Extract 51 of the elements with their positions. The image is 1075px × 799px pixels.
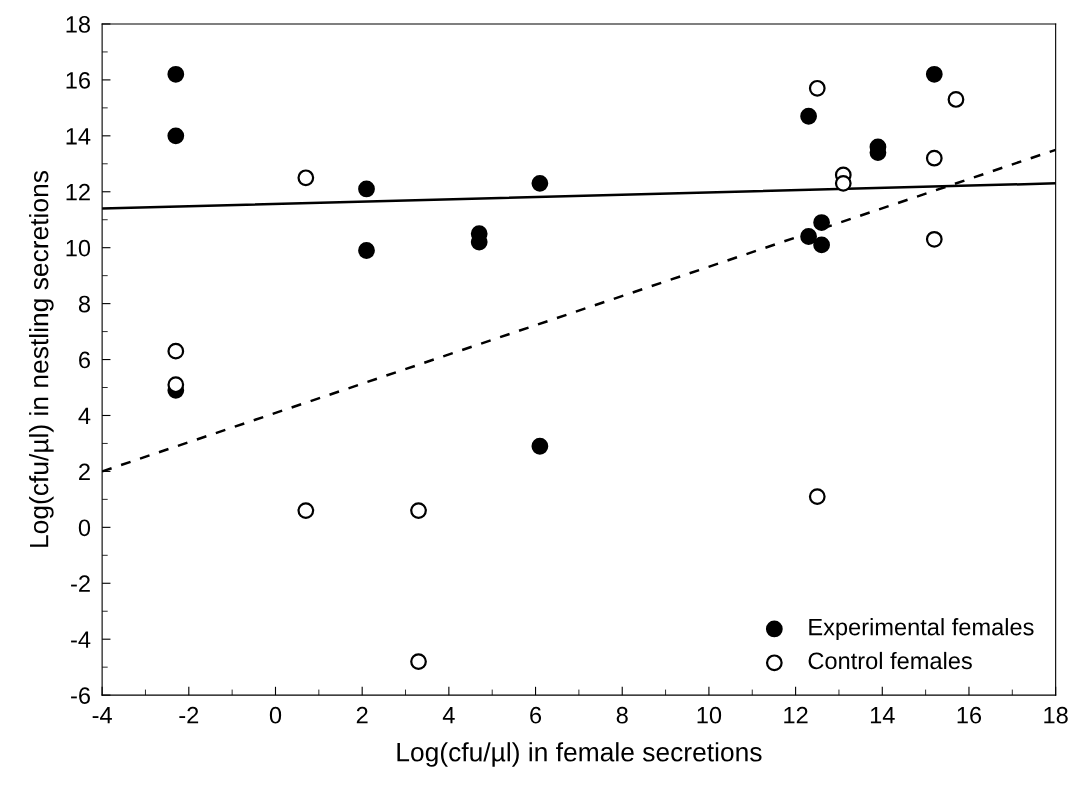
point	[410, 653, 427, 670]
point	[358, 180, 375, 198]
y-tick-label: 10	[66, 239, 91, 257]
x-tick-label: -2	[179, 706, 199, 724]
point	[925, 230, 943, 248]
y-tick-label: 0	[78, 519, 91, 537]
point	[297, 169, 315, 187]
x-tick-label: 8	[616, 706, 628, 724]
x-tick-label: 2	[356, 706, 368, 724]
point	[531, 437, 549, 455]
point	[800, 228, 817, 245]
y-tick-label: 6	[79, 351, 90, 369]
y-tick-label: 16	[66, 71, 90, 89]
point	[947, 91, 965, 108]
x-tick-label: 10	[697, 706, 722, 724]
point	[800, 107, 817, 125]
y-tick-label: 12	[66, 183, 90, 201]
y-axis-title: Log(cfu/µl) in nestling secretions	[29, 171, 54, 547]
y-tick-label: -2	[71, 575, 90, 592]
point	[834, 174, 852, 192]
point	[808, 488, 826, 505]
x-tick-label: 4	[442, 707, 455, 724]
point	[925, 65, 943, 83]
y-tick-label: 4	[78, 407, 91, 425]
y-tick-label: 18	[66, 16, 90, 33]
x-tick-label: 6	[530, 706, 542, 724]
y-tick-label: 14	[66, 128, 91, 145]
x-tick-label: 14	[870, 707, 895, 724]
x-tick-label: 0	[269, 706, 282, 724]
point	[813, 214, 830, 231]
point	[808, 79, 826, 97]
y-tick-label: 8	[78, 295, 90, 313]
point	[167, 65, 185, 83]
point	[297, 502, 315, 519]
point	[925, 149, 943, 167]
point	[167, 127, 185, 145]
y-tick-label: -4	[71, 631, 91, 648]
legend-label: Experimental females	[809, 618, 1034, 641]
x-axis-title: Log(cfu/µl) in female secretions	[397, 742, 762, 767]
y-tick-label: 2	[79, 463, 90, 480]
point	[410, 502, 427, 519]
x-tick-label: 12	[784, 706, 808, 724]
x-tick-label: -4	[92, 707, 112, 724]
x-tick-label: 18	[1044, 706, 1068, 724]
y-tick-label: -6	[71, 687, 90, 704]
point	[358, 242, 375, 259]
point	[813, 236, 830, 254]
point	[167, 342, 185, 360]
point	[531, 174, 549, 192]
legend-label: Control females	[808, 651, 972, 670]
x-tick-label: 16	[957, 706, 982, 724]
